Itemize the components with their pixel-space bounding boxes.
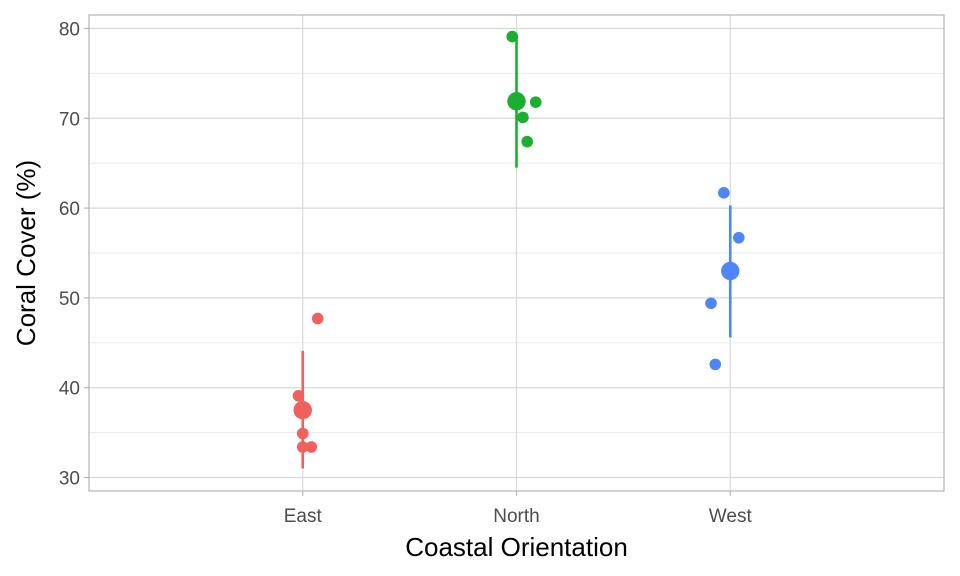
x-axis: East North West [284,491,753,527]
series-east [292,312,324,469]
y-tick-label: 80 [59,19,80,40]
data-point [296,427,309,440]
data-point [296,441,309,453]
x-tick-label: North [493,506,539,527]
mean-point [721,261,740,281]
data-point [709,358,722,371]
y-axis-title: Coral Cover (%) [11,160,41,346]
mean-point [293,400,312,420]
data-marks [292,30,745,469]
y-tick-label: 70 [59,109,80,130]
data-point [311,312,324,325]
data-point [718,187,730,199]
data-point [705,297,717,310]
y-tick-label: 30 [59,469,80,490]
y-tick-label: 40 [59,379,80,400]
data-point [305,441,318,453]
data-point [733,231,745,244]
x-tick-label: West [709,506,753,527]
data-point [529,96,542,108]
series-west [705,187,745,371]
x-axis-title: Coastal Orientation [405,532,628,562]
data-point [506,30,519,43]
data-point [521,135,533,148]
x-tick-label: East [284,506,323,527]
mean-point [507,92,526,111]
data-point [292,390,305,402]
series-north [506,30,542,168]
y-tick-label: 50 [59,289,80,310]
y-tick-label: 60 [59,199,80,220]
data-point [517,111,529,124]
y-axis: 30 40 50 60 70 80 [59,19,89,490]
